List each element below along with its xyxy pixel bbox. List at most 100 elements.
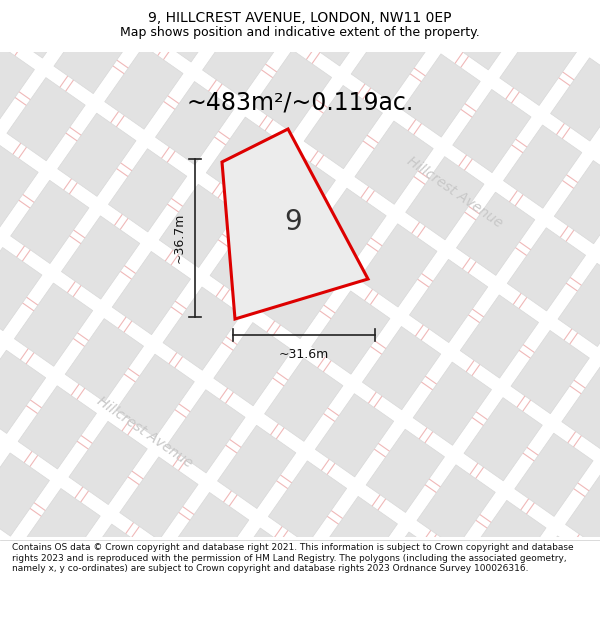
Polygon shape bbox=[468, 501, 546, 584]
Polygon shape bbox=[0, 42, 34, 125]
Polygon shape bbox=[406, 157, 484, 240]
Polygon shape bbox=[206, 117, 284, 201]
Polygon shape bbox=[257, 152, 335, 236]
Polygon shape bbox=[449, 0, 527, 70]
Polygon shape bbox=[163, 287, 241, 370]
Polygon shape bbox=[174, 595, 253, 625]
Polygon shape bbox=[511, 331, 589, 414]
Polygon shape bbox=[351, 18, 430, 101]
Polygon shape bbox=[214, 322, 292, 406]
Polygon shape bbox=[101, 0, 179, 26]
Polygon shape bbox=[73, 524, 151, 608]
Polygon shape bbox=[398, 0, 476, 34]
Polygon shape bbox=[301, 0, 379, 66]
Polygon shape bbox=[464, 398, 542, 481]
Polygon shape bbox=[417, 465, 495, 548]
Polygon shape bbox=[409, 259, 488, 343]
Polygon shape bbox=[518, 536, 597, 619]
Polygon shape bbox=[22, 489, 100, 572]
Polygon shape bbox=[0, 350, 46, 434]
Polygon shape bbox=[0, 453, 49, 536]
Text: ~31.6m: ~31.6m bbox=[279, 348, 329, 361]
Polygon shape bbox=[566, 469, 600, 552]
Polygon shape bbox=[105, 46, 183, 129]
Polygon shape bbox=[18, 386, 97, 469]
Polygon shape bbox=[362, 326, 441, 410]
Polygon shape bbox=[421, 568, 499, 625]
Polygon shape bbox=[413, 362, 491, 445]
Polygon shape bbox=[11, 180, 89, 264]
Text: ~36.7m: ~36.7m bbox=[173, 213, 186, 263]
Polygon shape bbox=[167, 390, 245, 473]
Polygon shape bbox=[554, 161, 600, 244]
Polygon shape bbox=[221, 528, 299, 611]
Polygon shape bbox=[253, 50, 332, 133]
Polygon shape bbox=[503, 125, 582, 208]
Text: Hillcrest Avenue: Hillcrest Avenue bbox=[404, 154, 505, 230]
Text: ~483m²/~0.119ac.: ~483m²/~0.119ac. bbox=[187, 90, 413, 114]
Polygon shape bbox=[0, 0, 31, 22]
Polygon shape bbox=[155, 81, 234, 165]
Polygon shape bbox=[261, 256, 339, 339]
Polygon shape bbox=[547, 0, 600, 38]
Polygon shape bbox=[58, 113, 136, 196]
Polygon shape bbox=[268, 461, 347, 544]
Polygon shape bbox=[402, 54, 480, 137]
Polygon shape bbox=[14, 283, 93, 366]
Polygon shape bbox=[558, 263, 600, 346]
Polygon shape bbox=[250, 0, 328, 31]
Polygon shape bbox=[152, 0, 230, 62]
Polygon shape bbox=[272, 564, 350, 625]
Polygon shape bbox=[265, 358, 343, 441]
Polygon shape bbox=[562, 366, 600, 449]
Polygon shape bbox=[316, 394, 394, 477]
Polygon shape bbox=[26, 591, 104, 625]
Polygon shape bbox=[109, 149, 187, 232]
Polygon shape bbox=[218, 425, 296, 509]
Polygon shape bbox=[515, 433, 593, 516]
Polygon shape bbox=[460, 295, 539, 378]
Text: Map shows position and indicative extent of the property.: Map shows position and indicative extent… bbox=[120, 26, 480, 39]
Polygon shape bbox=[3, 0, 82, 58]
Polygon shape bbox=[496, 0, 574, 2]
Polygon shape bbox=[500, 22, 578, 106]
Polygon shape bbox=[7, 78, 85, 161]
Polygon shape bbox=[0, 248, 42, 331]
Text: Contains OS data © Crown copyright and database right 2021. This information is : Contains OS data © Crown copyright and d… bbox=[12, 543, 574, 573]
Text: Hillcrest Avenue: Hillcrest Avenue bbox=[95, 394, 196, 470]
Polygon shape bbox=[112, 251, 191, 334]
Polygon shape bbox=[598, 0, 600, 74]
Polygon shape bbox=[370, 532, 448, 615]
Polygon shape bbox=[507, 228, 586, 311]
Polygon shape bbox=[0, 556, 53, 625]
Polygon shape bbox=[457, 192, 535, 276]
Polygon shape bbox=[359, 224, 437, 307]
Text: 9: 9 bbox=[284, 208, 302, 236]
Polygon shape bbox=[0, 623, 6, 625]
Polygon shape bbox=[124, 559, 202, 625]
Polygon shape bbox=[65, 319, 143, 402]
Polygon shape bbox=[308, 188, 386, 271]
Polygon shape bbox=[311, 291, 390, 374]
Polygon shape bbox=[69, 421, 147, 504]
Polygon shape bbox=[116, 354, 194, 437]
Polygon shape bbox=[551, 58, 600, 141]
Polygon shape bbox=[472, 603, 550, 625]
Polygon shape bbox=[319, 496, 397, 579]
Polygon shape bbox=[0, 520, 2, 603]
Polygon shape bbox=[210, 220, 289, 303]
Polygon shape bbox=[304, 86, 382, 169]
Polygon shape bbox=[120, 457, 198, 540]
Polygon shape bbox=[203, 14, 281, 98]
Polygon shape bbox=[222, 129, 368, 319]
Polygon shape bbox=[323, 599, 401, 625]
Polygon shape bbox=[61, 216, 140, 299]
Polygon shape bbox=[159, 184, 238, 268]
Polygon shape bbox=[355, 121, 433, 204]
Polygon shape bbox=[366, 429, 445, 512]
Polygon shape bbox=[54, 11, 132, 94]
Text: 9, HILLCREST AVENUE, LONDON, NW11 0EP: 9, HILLCREST AVENUE, LONDON, NW11 0EP bbox=[148, 11, 452, 26]
Polygon shape bbox=[170, 492, 249, 576]
Polygon shape bbox=[453, 89, 531, 172]
Polygon shape bbox=[0, 145, 38, 228]
